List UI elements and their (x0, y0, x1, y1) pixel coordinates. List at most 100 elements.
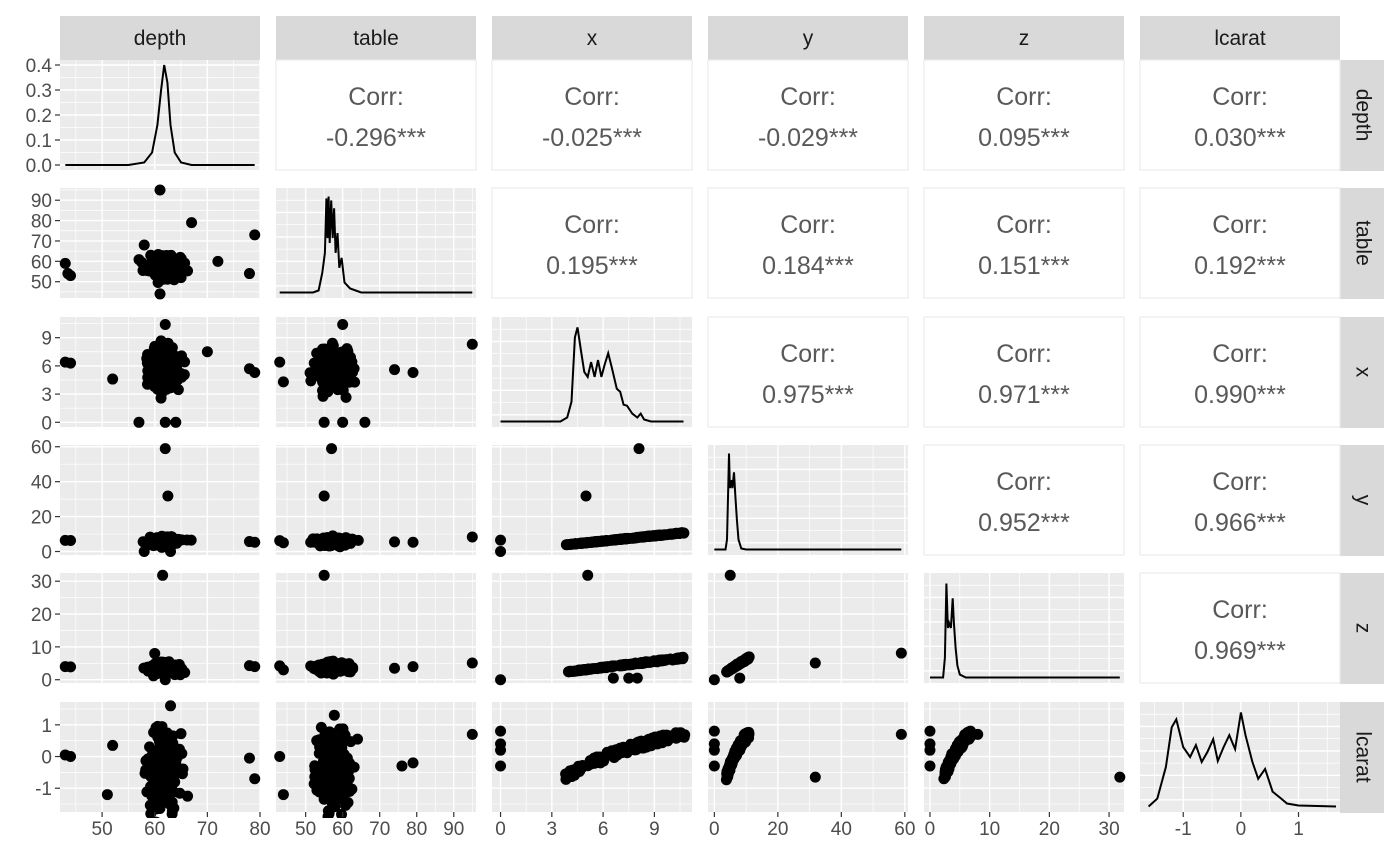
tick-label-x-y: 0 (709, 819, 720, 840)
scatter-point (607, 672, 619, 684)
strip-right-depth (1340, 60, 1384, 171)
scatter-point (145, 782, 157, 794)
scatter-point (144, 741, 156, 753)
scatter-point (644, 736, 656, 748)
strip-top-label-y: y (803, 27, 814, 50)
scatter-point (656, 732, 668, 744)
density-line-x (500, 327, 684, 423)
tick-label-x-x: 0 (495, 819, 506, 840)
scatter-point (326, 341, 338, 353)
strip-top-table (276, 16, 476, 60)
tick-label-x-z: 0 (925, 819, 936, 840)
corr-panel-bg (707, 59, 909, 171)
scatter-point (274, 751, 286, 763)
strip-right-z (1340, 573, 1384, 684)
scatter-point (466, 728, 478, 740)
scatter-point (337, 416, 349, 428)
panel-depth-lcarat: Corr: 0.030*** (1139, 59, 1341, 171)
scatter-point (342, 353, 354, 365)
corr-label: Corr: (564, 211, 620, 239)
tick-label-x-table: 80 (406, 819, 427, 840)
panel-bg (708, 445, 908, 555)
corr-value: 0.184*** (762, 252, 854, 280)
scatter-point (495, 546, 507, 558)
scatter-point (323, 753, 335, 765)
scatter-point (159, 674, 171, 686)
panel-z-y (708, 569, 908, 686)
panel-y-lcarat: Corr: 0.966*** (1139, 444, 1341, 556)
strip-right-label-lcarat: lcarat (1351, 731, 1374, 783)
scatter-point (315, 721, 327, 733)
tick-label-y-y: 40 (31, 473, 52, 494)
corr-panel-bg (1139, 59, 1341, 171)
scatter-point (186, 217, 198, 229)
panel-depth-table: Corr: -0.296*** (275, 59, 477, 171)
scatter-point (65, 751, 77, 763)
tick-label-y-depth: 0.0 (26, 156, 52, 177)
scatter-point (466, 338, 478, 350)
scatter-point (675, 728, 687, 740)
scatter-point (249, 661, 261, 673)
panel-z-z (924, 573, 1124, 683)
scatter-point (165, 737, 177, 749)
corr-label: Corr: (1212, 340, 1268, 368)
scatter-points (924, 725, 1126, 785)
density-line-z (930, 583, 1120, 679)
tick-label-x-z: 10 (979, 819, 1000, 840)
scatter-point (277, 789, 289, 801)
scatter-point (149, 647, 161, 659)
strip-top-y (708, 16, 908, 60)
scatter-point (101, 789, 113, 801)
scatter-point (708, 674, 720, 686)
tick-label-y-y: 20 (31, 508, 52, 529)
tick-label-x-z: 30 (1099, 819, 1120, 840)
panel-x-table (274, 317, 478, 428)
scatter-point (318, 490, 330, 502)
scatter-point (249, 773, 261, 785)
panel-table-x: Corr: 0.195*** (491, 187, 693, 299)
tick-label-x-lcarat: 1 (1293, 819, 1304, 840)
scatter-point (334, 360, 346, 372)
strip-right-label-y: y (1351, 495, 1374, 506)
corr-value: 0.952*** (978, 509, 1070, 537)
scatter-point (185, 534, 197, 546)
scatter-point (708, 760, 720, 772)
scatter-point (328, 770, 340, 782)
scatter-point (326, 532, 338, 544)
scatter-point (65, 661, 77, 673)
corr-value: -0.296*** (326, 124, 426, 152)
scatter-point (621, 744, 633, 756)
scatter-point (495, 534, 507, 546)
scatter-point (631, 672, 643, 684)
scatter-points (59, 319, 261, 428)
panel-lcarat-y (708, 702, 908, 812)
strip-top-lcarat (1140, 16, 1340, 60)
density-line-table (279, 196, 473, 294)
panel-lcarat-table (274, 702, 478, 818)
tick-label-x-depth: 50 (92, 819, 113, 840)
scatter-point (344, 666, 356, 678)
strip-right-y (1340, 445, 1384, 556)
scatter-point (924, 760, 936, 772)
strip-right-label-depth: depth (1351, 89, 1374, 142)
panel-y-z: Corr: 0.952*** (923, 444, 1125, 556)
scatter-point (407, 661, 419, 673)
scatter-point (315, 346, 327, 358)
scatter-point (157, 569, 169, 581)
scatter-points (274, 443, 478, 553)
tick-label-x-x: 3 (547, 819, 558, 840)
scatter-point (65, 270, 77, 282)
corr-value: 0.990*** (1194, 381, 1286, 409)
strip-right-label-x: x (1351, 367, 1374, 378)
scatter-point (972, 728, 984, 740)
panel-depth-y: Corr: -0.029*** (707, 59, 909, 171)
corr-panel-bg (1139, 444, 1341, 556)
tick-label-x-table: 60 (332, 819, 353, 840)
panel-z-depth (59, 569, 261, 686)
scatter-point (333, 660, 345, 672)
tick-label-y-x: 9 (41, 329, 52, 350)
scatter-point (809, 771, 821, 783)
scatter-point (163, 345, 175, 357)
tick-label-x-z: 20 (1039, 819, 1060, 840)
scatter-point (895, 647, 907, 659)
